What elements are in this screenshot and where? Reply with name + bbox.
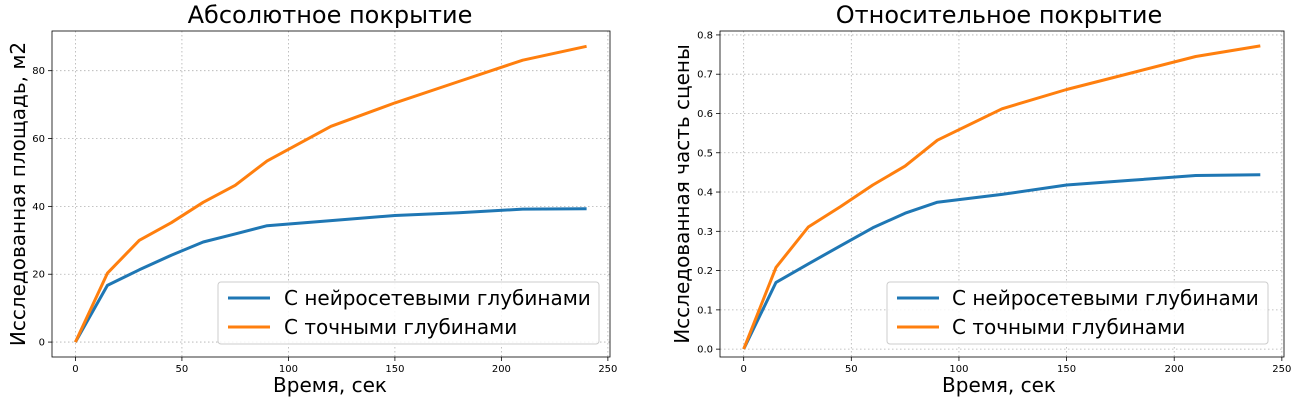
x-tick-label: 100 [279, 364, 298, 375]
y-tick-label: 0.5 [697, 148, 713, 159]
y-tick-label: 80 [32, 66, 45, 77]
y-tick-label: 60 [32, 134, 45, 145]
chart-title: Относительное покрытие [836, 1, 1162, 29]
y-tick-label: 40 [32, 202, 45, 213]
y-tick-label: 0.4 [697, 188, 713, 199]
y-tick-label: 0.8 [697, 30, 713, 41]
x-axis-label: Время, сек [273, 373, 387, 397]
x-tick-label: 50 [845, 364, 858, 375]
legend-label-neural-depth: С нейросетевыми глубинами [952, 286, 1259, 310]
y-tick-label: 0.0 [697, 345, 713, 356]
x-tick-label: 150 [385, 364, 404, 375]
ticks: 0 50 100 150 200 250 0.0 0.1 0.2 0.3 0.4 0.5 0.6 0.7 0… [697, 30, 1291, 375]
series-line-true-depth [74, 44, 587, 343]
y-axis-label: Исследованная часть сцены [670, 44, 694, 344]
y-tick-label: 0.7 [697, 70, 713, 81]
legend-label-neural-depth: С нейросетевыми глубинами [284, 286, 591, 310]
x-tick-label: 250 [1272, 364, 1291, 375]
series-group [74, 44, 587, 343]
legend-label-true-depth: С точными глубинами [952, 315, 1185, 339]
legend: С нейросетевыми глубинами С точными глуб… [217, 281, 600, 345]
x-tick-label: 100 [949, 364, 968, 375]
legend-label-true-depth: С точными глубинами [284, 315, 517, 339]
chart-absolute-coverage: Абсолютное покрытие 0 50 100 150 200 250 0 20 40… [6, 1, 617, 397]
legend: С нейросетевыми глубинами С точными глуб… [886, 281, 1269, 345]
x-axis-label: Время, сек [942, 373, 1056, 397]
x-tick-label: 150 [1057, 364, 1076, 375]
y-axis-label: Исследованная площадь, м2 [6, 42, 30, 346]
series-line-neural-depth [742, 173, 1261, 350]
chart-relative-coverage: Относительное покрытие 0 50 100 150 200 250 0.… [670, 1, 1291, 397]
x-tick-label: 250 [598, 364, 617, 375]
plot-frame [51, 30, 611, 358]
legend-box [217, 281, 600, 345]
ticks: 0 50 100 150 200 250 0 20 40 60 80 [32, 66, 617, 375]
x-tick-label: 200 [492, 364, 511, 375]
x-tick-label: 0 [72, 364, 78, 375]
x-tick-label: 200 [1165, 364, 1184, 375]
series-line-neural-depth [74, 207, 587, 343]
y-tick-label: 20 [32, 270, 45, 281]
chart-title: Абсолютное покрытие [188, 1, 473, 29]
y-tick-label: 0.1 [697, 305, 713, 316]
y-tick-label: 0 [39, 338, 45, 349]
x-tick-label: 50 [176, 364, 189, 375]
series-group [742, 44, 1261, 350]
x-tick-label: 0 [740, 364, 746, 375]
y-tick-label: 0.6 [697, 109, 713, 120]
series-line-true-depth [742, 44, 1261, 350]
legend-box [886, 281, 1269, 345]
plot-frame [719, 30, 1285, 358]
y-tick-label: 0.2 [697, 266, 713, 277]
y-tick-label: 0.3 [697, 227, 713, 238]
